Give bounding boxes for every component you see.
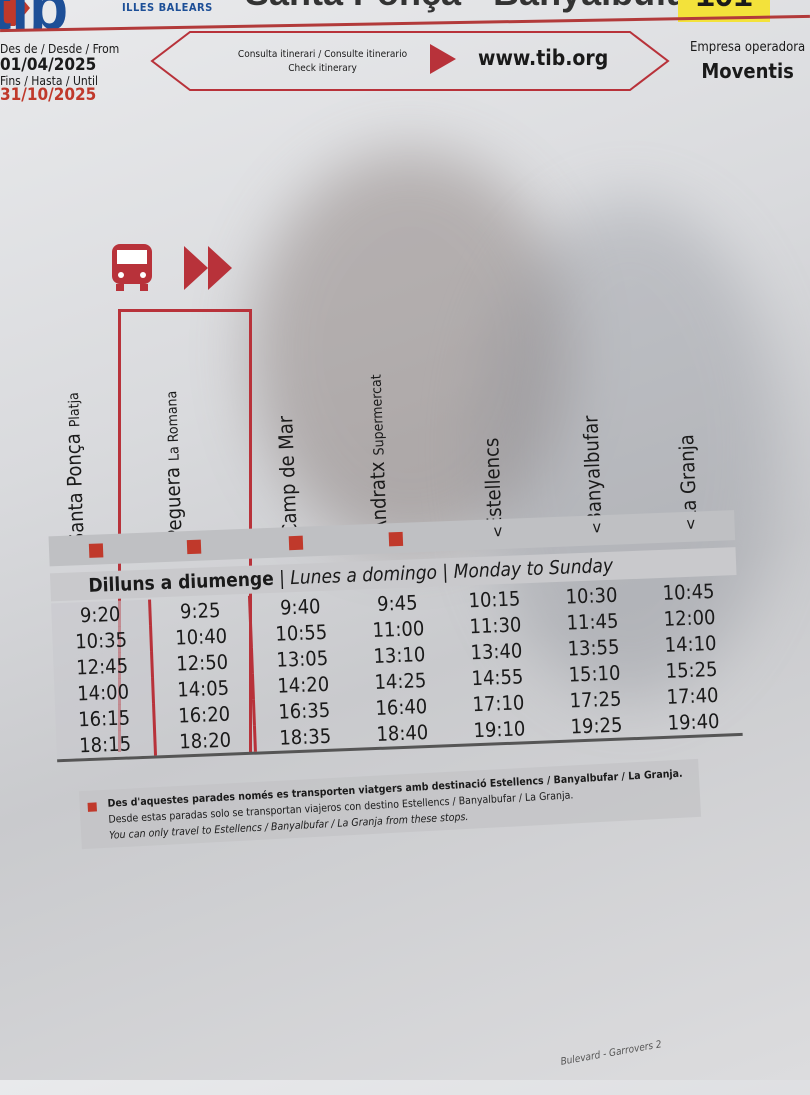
restricted-stop-marker: [288, 535, 304, 551]
departure-time: 15:25: [665, 656, 718, 683]
departure-time: 12:50: [150, 647, 252, 678]
departure-time: 13:10: [372, 642, 426, 669]
valid-from: 01/04/2025: [0, 55, 97, 75]
route-title: Santa Ponça - Banyalbufar: [245, 0, 701, 14]
alight-only-marker-icon: v: [493, 521, 503, 541]
alight-only-marker-icon: v: [592, 517, 602, 537]
departure-time: 18:40: [375, 720, 429, 746]
departure-time: 10:45: [662, 578, 715, 605]
departure-times: 9:20 9:25 9:40 9:45 10:15 10:30 10:45 10:35 10:4…: [51, 577, 743, 763]
departure-time: 11:45: [566, 608, 619, 635]
departure-time: 16:15: [55, 703, 154, 734]
departure-time: 19:10: [473, 716, 526, 743]
departure-time: 10:55: [249, 617, 351, 648]
bus-icon: [112, 244, 152, 291]
restricted-stop-marker: [88, 543, 104, 558]
play-arrow-icon: [430, 44, 456, 74]
departure-time: 14:05: [151, 673, 253, 704]
operator-name: Moventis: [701, 59, 794, 83]
departure-time: 9:40: [248, 591, 350, 622]
fast-forward-icon: [184, 246, 232, 294]
restricted-stop-marker: [87, 802, 97, 812]
departure-time: 9:20: [51, 599, 150, 630]
departure-time: 10:30: [565, 582, 618, 609]
stop-andratx: AndratxSupermercat: [364, 374, 392, 534]
valid-until: 31/10/2025: [0, 85, 97, 105]
operator: Empresa operadora Moventis: [690, 40, 805, 83]
alight-only-marker-icon: v: [686, 513, 696, 533]
departure-time: 16:20: [152, 699, 254, 730]
restricted-stop-marker: [388, 531, 404, 547]
departure-time: 16:40: [374, 694, 428, 720]
departure-time: 10:35: [52, 625, 151, 656]
tib-logo: tib: [0, 0, 69, 43]
stop-la-granja: La Granja: [674, 433, 702, 522]
consult-line-1: Consulta itinerari / Consulte itinerario: [237, 49, 408, 60]
days-spanish: Lunes a domingo: [289, 561, 438, 590]
departure-time: 14:00: [54, 677, 153, 708]
departure-time: 17:40: [666, 682, 719, 709]
stop-camp-de-mar: Camp de Mar: [273, 415, 302, 537]
departure-time: 18:15: [56, 729, 155, 760]
stop-peguera: PegueraLa Romana: [159, 390, 187, 542]
departure-time: 10:40: [149, 621, 251, 652]
consult-line-2: Check itinerary: [288, 63, 357, 74]
departure-time: 14:20: [251, 669, 353, 700]
logo-subtitle: ILLES BALEARS: [122, 1, 213, 14]
departure-time: 12:00: [663, 604, 716, 631]
departure-time: 18:35: [253, 721, 355, 752]
valid-until-label: Fins / Hasta / Until: [0, 74, 98, 88]
departure-time: 16:35: [252, 695, 354, 726]
departure-time: 18:20: [153, 725, 255, 756]
departure-time: 19:25: [570, 712, 623, 739]
departure-time: 13:05: [250, 643, 352, 674]
reflection: [250, 150, 570, 550]
departure-time: 12:45: [53, 651, 152, 682]
stop-santa-ponca: Santa PonçaPlatja: [60, 391, 89, 545]
itinerary-box: [150, 31, 670, 91]
operator-label: Empresa operadora: [690, 40, 806, 55]
departure-time: 17:25: [569, 686, 622, 713]
departure-time: 17:10: [472, 690, 525, 717]
departure-time: 9:25: [148, 595, 250, 626]
reflection: [480, 200, 780, 700]
departure-time: 14:10: [664, 630, 717, 657]
consult-itinerary: Consulta itinerari / Consulte itinerario…: [235, 48, 410, 76]
stop-banyalbufar: Banyalbufar: [578, 415, 607, 525]
website-link[interactable]: www.tib.org: [478, 46, 609, 70]
days-english: Monday to Sunday: [453, 554, 614, 583]
stop-estellencs: Estellencs: [479, 437, 507, 529]
departure-time: 13:55: [567, 634, 620, 661]
validity-dates: Des de / Desde / From 01/04/2025 Fins / …: [0, 42, 120, 105]
departure-time: 14:25: [373, 668, 427, 695]
days-catalan: Dilluns a diumenge: [88, 567, 275, 597]
departure-time: 13:40: [470, 638, 523, 665]
departure-time: 10:15: [468, 586, 521, 613]
restricted-stop-marker: [186, 539, 202, 555]
departure-time: 11:30: [469, 612, 522, 639]
departure-time: 15:10: [568, 660, 621, 687]
departure-time: 11:00: [371, 616, 425, 643]
departure-time: 9:45: [376, 590, 418, 616]
departure-time: 19:40: [667, 708, 720, 735]
departure-time: 14:55: [471, 664, 524, 691]
valid-from-label: Des de / Desde / From: [0, 42, 120, 56]
